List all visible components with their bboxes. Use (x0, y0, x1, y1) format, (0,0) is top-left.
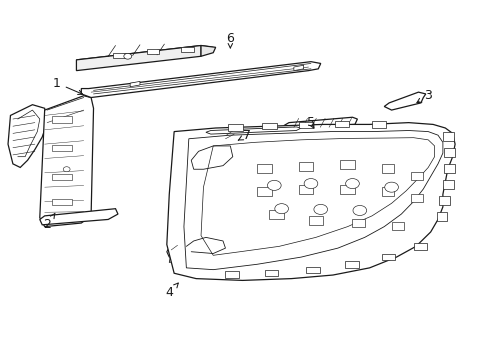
Bar (382, 187, 394, 196)
Polygon shape (169, 255, 178, 262)
Bar (309, 216, 323, 225)
Bar (392, 222, 404, 230)
Bar (225, 271, 239, 278)
Bar (335, 121, 349, 127)
Polygon shape (81, 62, 321, 98)
Circle shape (275, 204, 289, 214)
Bar (444, 148, 455, 157)
Circle shape (345, 179, 359, 189)
Bar (440, 196, 450, 205)
Bar (443, 180, 454, 189)
Circle shape (124, 53, 132, 59)
Bar (147, 49, 159, 54)
Polygon shape (130, 81, 140, 87)
Text: 6: 6 (226, 32, 234, 48)
Polygon shape (294, 65, 304, 71)
Bar (262, 123, 277, 129)
Bar (414, 243, 427, 250)
Bar (299, 122, 314, 128)
Bar (382, 164, 394, 173)
Bar (299, 162, 314, 171)
Polygon shape (384, 92, 426, 110)
Text: 7: 7 (238, 129, 251, 142)
Text: 3: 3 (417, 89, 432, 103)
Circle shape (314, 204, 328, 215)
Circle shape (63, 167, 70, 172)
Polygon shape (206, 127, 301, 134)
Bar (257, 187, 272, 196)
Bar (437, 212, 447, 221)
Text: 4: 4 (165, 283, 178, 300)
Bar (270, 211, 284, 220)
Text: 2: 2 (43, 213, 55, 231)
Bar (345, 261, 359, 268)
Bar (411, 172, 423, 180)
Bar (265, 270, 278, 276)
Bar (257, 164, 272, 173)
Circle shape (385, 182, 398, 192)
Bar (352, 219, 365, 226)
Bar (113, 53, 125, 58)
Bar (382, 254, 395, 260)
Circle shape (304, 179, 318, 189)
Text: 1: 1 (53, 77, 83, 94)
Bar (444, 164, 455, 173)
Circle shape (353, 206, 367, 216)
Bar (52, 174, 72, 180)
Bar (411, 194, 423, 202)
Polygon shape (167, 123, 455, 280)
Polygon shape (220, 128, 238, 142)
Bar (52, 116, 72, 123)
Polygon shape (76, 45, 201, 71)
Bar (52, 145, 72, 151)
Bar (299, 185, 314, 194)
Bar (52, 199, 72, 205)
Polygon shape (40, 96, 94, 226)
Polygon shape (167, 239, 181, 257)
Polygon shape (284, 117, 357, 128)
Polygon shape (201, 45, 216, 56)
Bar (443, 132, 454, 140)
Bar (306, 267, 320, 273)
Bar (181, 46, 194, 52)
Circle shape (268, 180, 281, 190)
Bar (228, 124, 243, 131)
Polygon shape (8, 105, 47, 167)
Bar (340, 185, 355, 194)
Polygon shape (40, 209, 118, 225)
Bar (372, 121, 386, 128)
Text: 5: 5 (307, 116, 315, 129)
Polygon shape (76, 45, 213, 63)
Bar (340, 160, 355, 169)
